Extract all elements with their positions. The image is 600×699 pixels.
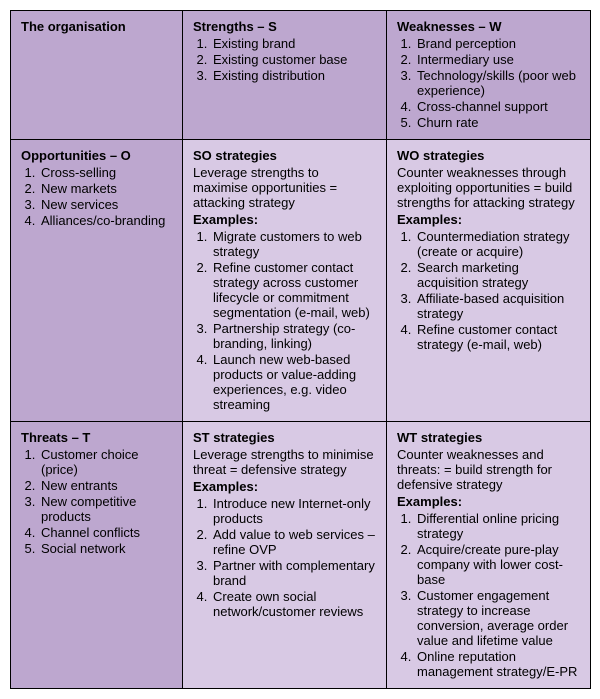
swot-matrix: The organisation Strengths – S Existing …	[10, 10, 591, 689]
cell-opportunities: Opportunities – O Cross-sellingNew marke…	[11, 140, 183, 422]
list-item: Customer engagement strategy to increase…	[415, 588, 580, 648]
list-item: New entrants	[39, 478, 172, 493]
list-item: Existing distribution	[211, 68, 376, 83]
list-item: Partner with complementary brand	[211, 558, 376, 588]
cell-title: ST strategies	[193, 430, 376, 445]
list-item: Existing brand	[211, 36, 376, 51]
weaknesses-list: Brand perceptionIntermediary useTechnolo…	[397, 36, 580, 130]
cell-title: Opportunities – O	[21, 148, 172, 163]
cell-title: Weaknesses – W	[397, 19, 580, 34]
list-item: Launch new web-based products or value-a…	[211, 352, 376, 412]
list-item: Existing customer base	[211, 52, 376, 67]
cell-title: The organisation	[21, 19, 172, 34]
list-item: Create own social network/customer revie…	[211, 589, 376, 619]
cell-title: WT strategies	[397, 430, 580, 445]
list-item: Customer choice (price)	[39, 447, 172, 477]
cell-wo-strategies: WO strategies Counter weaknesses through…	[387, 140, 591, 422]
cell-strengths: Strengths – S Existing brandExisting cus…	[183, 11, 387, 140]
so-examples-list: Migrate customers to web strategyRefine …	[193, 229, 376, 412]
cell-title: WO strategies	[397, 148, 580, 163]
table-row: Threats – T Customer choice (price)New e…	[11, 422, 591, 689]
wt-examples-list: Differential online pricing strategyAcqu…	[397, 511, 580, 679]
st-examples-list: Introduce new Internet-only productsAdd …	[193, 496, 376, 619]
examples-label: Examples:	[193, 212, 376, 227]
list-item: Alliances/co-branding	[39, 213, 172, 228]
list-item: Refine customer contact strategy (e-mail…	[415, 322, 580, 352]
cell-title: SO strategies	[193, 148, 376, 163]
strengths-list: Existing brandExisting customer baseExis…	[193, 36, 376, 83]
cell-organisation: The organisation	[11, 11, 183, 140]
cell-title: Threats – T	[21, 430, 172, 445]
list-item: Cross-channel support	[415, 99, 580, 114]
cell-so-strategies: SO strategies Leverage strengths to maxi…	[183, 140, 387, 422]
table-row: The organisation Strengths – S Existing …	[11, 11, 591, 140]
wo-examples-list: Countermediation strategy (create or acq…	[397, 229, 580, 352]
cell-desc: Leverage strengths to minimise threat = …	[193, 447, 376, 477]
list-item: Affiliate-based acquisition strategy	[415, 291, 580, 321]
cell-desc: Counter weaknesses through exploiting op…	[397, 165, 580, 210]
list-item: Channel conflicts	[39, 525, 172, 540]
list-item: Add value to web services – refine OVP	[211, 527, 376, 557]
list-item: Intermediary use	[415, 52, 580, 67]
list-item: New competitive products	[39, 494, 172, 524]
list-item: Differential online pricing strategy	[415, 511, 580, 541]
examples-label: Examples:	[397, 494, 580, 509]
cell-weaknesses: Weaknesses – W Brand perceptionIntermedi…	[387, 11, 591, 140]
examples-label: Examples:	[397, 212, 580, 227]
list-item: Partnership strategy (co-branding, linki…	[211, 321, 376, 351]
examples-label: Examples:	[193, 479, 376, 494]
list-item: New services	[39, 197, 172, 212]
cell-desc: Counter weaknesses and threats: = build …	[397, 447, 580, 492]
cell-wt-strategies: WT strategies Counter weaknesses and thr…	[387, 422, 591, 689]
list-item: Churn rate	[415, 115, 580, 130]
list-item: Social network	[39, 541, 172, 556]
cell-desc: Leverage strengths to maximise opportuni…	[193, 165, 376, 210]
list-item: Refine customer contact strategy across …	[211, 260, 376, 320]
list-item: Cross-selling	[39, 165, 172, 180]
cell-title: Strengths – S	[193, 19, 376, 34]
list-item: Search marketing acquisition strategy	[415, 260, 580, 290]
list-item: Online reputation management strategy/E-…	[415, 649, 580, 679]
list-item: Acquire/create pure-play company with lo…	[415, 542, 580, 587]
list-item: Brand perception	[415, 36, 580, 51]
table-row: Opportunities – O Cross-sellingNew marke…	[11, 140, 591, 422]
cell-threats: Threats – T Customer choice (price)New e…	[11, 422, 183, 689]
list-item: New markets	[39, 181, 172, 196]
cell-st-strategies: ST strategies Leverage strengths to mini…	[183, 422, 387, 689]
threats-list: Customer choice (price)New entrantsNew c…	[21, 447, 172, 556]
list-item: Migrate customers to web strategy	[211, 229, 376, 259]
opportunities-list: Cross-sellingNew marketsNew servicesAlli…	[21, 165, 172, 228]
list-item: Countermediation strategy (create or acq…	[415, 229, 580, 259]
list-item: Technology/skills (poor web experience)	[415, 68, 580, 98]
list-item: Introduce new Internet-only products	[211, 496, 376, 526]
